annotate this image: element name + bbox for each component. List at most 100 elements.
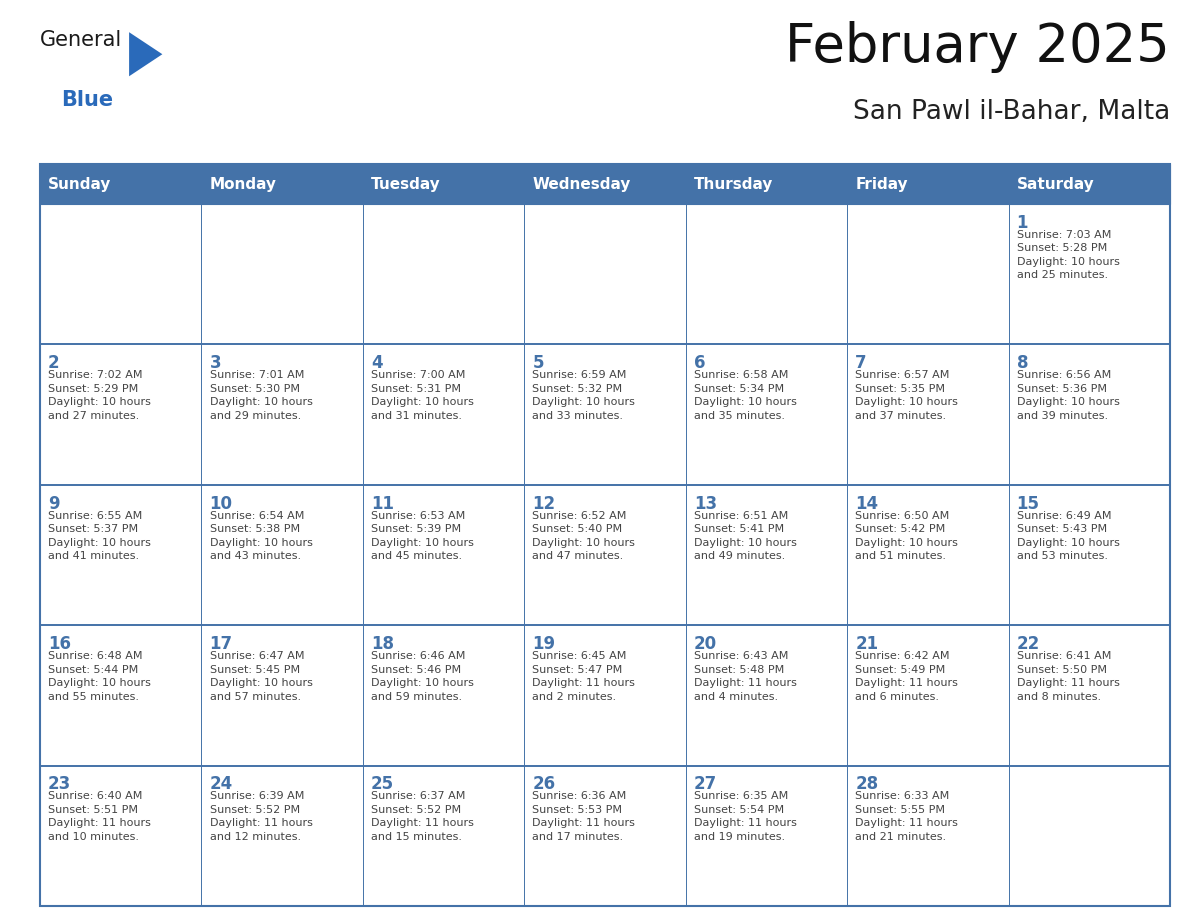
Text: Sunrise: 6:42 AM: Sunrise: 6:42 AM: [855, 651, 949, 661]
Text: Thursday: Thursday: [694, 176, 773, 192]
Text: 22: 22: [1017, 635, 1040, 653]
Bar: [202, 766, 362, 906]
Text: and 2 minutes.: and 2 minutes.: [532, 691, 617, 701]
Text: General: General: [40, 30, 122, 50]
Text: Sunset: 5:41 PM: Sunset: 5:41 PM: [694, 524, 784, 534]
Text: Saturday: Saturday: [1017, 176, 1094, 192]
Text: and 6 minutes.: and 6 minutes.: [855, 691, 940, 701]
Text: Daylight: 10 hours: Daylight: 10 hours: [532, 538, 636, 548]
Bar: [202, 485, 362, 625]
Text: Sunrise: 6:50 AM: Sunrise: 6:50 AM: [855, 510, 949, 521]
Text: Daylight: 10 hours: Daylight: 10 hours: [532, 397, 636, 408]
Text: Sunrise: 6:46 AM: Sunrise: 6:46 AM: [371, 651, 466, 661]
Text: 9: 9: [48, 495, 59, 512]
Bar: [362, 344, 524, 485]
Text: Sunset: 5:48 PM: Sunset: 5:48 PM: [694, 665, 784, 675]
Bar: [524, 766, 685, 906]
Bar: [685, 204, 847, 344]
Text: Daylight: 10 hours: Daylight: 10 hours: [694, 538, 797, 548]
Text: 5: 5: [532, 354, 544, 372]
Text: Daylight: 10 hours: Daylight: 10 hours: [1017, 257, 1119, 267]
Text: Daylight: 11 hours: Daylight: 11 hours: [694, 678, 797, 688]
Text: and 59 minutes.: and 59 minutes.: [371, 691, 462, 701]
Bar: [685, 766, 847, 906]
Bar: [40, 164, 1170, 204]
Bar: [847, 766, 1009, 906]
Text: 6: 6: [694, 354, 706, 372]
Bar: [40, 344, 202, 485]
Polygon shape: [129, 32, 163, 76]
Text: Sunrise: 6:36 AM: Sunrise: 6:36 AM: [532, 791, 626, 801]
Text: Sunrise: 6:45 AM: Sunrise: 6:45 AM: [532, 651, 627, 661]
Text: Daylight: 10 hours: Daylight: 10 hours: [855, 538, 958, 548]
Bar: [40, 485, 202, 625]
Text: and 53 minutes.: and 53 minutes.: [1017, 551, 1107, 561]
Bar: [40, 766, 202, 906]
Text: Sunrise: 6:53 AM: Sunrise: 6:53 AM: [371, 510, 466, 521]
Text: Sunrise: 6:49 AM: Sunrise: 6:49 AM: [1017, 510, 1111, 521]
Text: Friday: Friday: [855, 176, 908, 192]
Text: Daylight: 11 hours: Daylight: 11 hours: [855, 678, 958, 688]
Text: 17: 17: [209, 635, 233, 653]
Text: Daylight: 11 hours: Daylight: 11 hours: [532, 678, 636, 688]
Text: Sunrise: 6:56 AM: Sunrise: 6:56 AM: [1017, 370, 1111, 380]
Text: 24: 24: [209, 776, 233, 793]
Text: Sunset: 5:35 PM: Sunset: 5:35 PM: [855, 384, 946, 394]
Text: Daylight: 11 hours: Daylight: 11 hours: [532, 819, 636, 828]
Bar: [362, 204, 524, 344]
Text: Sunrise: 6:57 AM: Sunrise: 6:57 AM: [855, 370, 949, 380]
Bar: [524, 344, 685, 485]
Text: 4: 4: [371, 354, 383, 372]
Text: 11: 11: [371, 495, 394, 512]
Text: and 27 minutes.: and 27 minutes.: [48, 410, 139, 420]
Bar: [685, 625, 847, 766]
Text: and 25 minutes.: and 25 minutes.: [1017, 270, 1107, 280]
Text: Sunrise: 6:47 AM: Sunrise: 6:47 AM: [209, 651, 304, 661]
Text: Sunrise: 7:02 AM: Sunrise: 7:02 AM: [48, 370, 143, 380]
Bar: [685, 485, 847, 625]
Text: Blue: Blue: [62, 90, 114, 110]
Text: Sunset: 5:28 PM: Sunset: 5:28 PM: [1017, 243, 1107, 253]
Text: and 43 minutes.: and 43 minutes.: [209, 551, 301, 561]
Bar: [40, 164, 1170, 906]
Text: Sunset: 5:52 PM: Sunset: 5:52 PM: [371, 805, 461, 815]
Text: Daylight: 10 hours: Daylight: 10 hours: [371, 678, 474, 688]
Text: Daylight: 10 hours: Daylight: 10 hours: [1017, 538, 1119, 548]
Text: Sunday: Sunday: [48, 176, 112, 192]
Bar: [524, 625, 685, 766]
Text: and 51 minutes.: and 51 minutes.: [855, 551, 946, 561]
Bar: [40, 625, 202, 766]
Text: and 8 minutes.: and 8 minutes.: [1017, 691, 1101, 701]
Text: Sunset: 5:43 PM: Sunset: 5:43 PM: [1017, 524, 1107, 534]
Bar: [202, 344, 362, 485]
Text: 26: 26: [532, 776, 556, 793]
Text: Monday: Monday: [209, 176, 277, 192]
Text: 12: 12: [532, 495, 556, 512]
Text: Sunset: 5:54 PM: Sunset: 5:54 PM: [694, 805, 784, 815]
Text: 2: 2: [48, 354, 59, 372]
Text: Sunset: 5:47 PM: Sunset: 5:47 PM: [532, 665, 623, 675]
Text: Sunset: 5:50 PM: Sunset: 5:50 PM: [1017, 665, 1107, 675]
Bar: [847, 485, 1009, 625]
Text: Sunrise: 6:59 AM: Sunrise: 6:59 AM: [532, 370, 627, 380]
Text: Daylight: 10 hours: Daylight: 10 hours: [48, 678, 151, 688]
Text: Sunrise: 7:01 AM: Sunrise: 7:01 AM: [209, 370, 304, 380]
Text: and 21 minutes.: and 21 minutes.: [855, 832, 947, 842]
Text: Sunrise: 6:41 AM: Sunrise: 6:41 AM: [1017, 651, 1111, 661]
Text: 23: 23: [48, 776, 71, 793]
Text: Sunset: 5:44 PM: Sunset: 5:44 PM: [48, 665, 138, 675]
Text: Sunset: 5:37 PM: Sunset: 5:37 PM: [48, 524, 138, 534]
Text: Sunset: 5:38 PM: Sunset: 5:38 PM: [209, 524, 299, 534]
Bar: [362, 625, 524, 766]
Text: Daylight: 11 hours: Daylight: 11 hours: [209, 819, 312, 828]
Text: 7: 7: [855, 354, 867, 372]
Text: 21: 21: [855, 635, 878, 653]
Text: Sunset: 5:40 PM: Sunset: 5:40 PM: [532, 524, 623, 534]
Text: Sunset: 5:31 PM: Sunset: 5:31 PM: [371, 384, 461, 394]
Text: Sunset: 5:52 PM: Sunset: 5:52 PM: [209, 805, 299, 815]
Text: 25: 25: [371, 776, 394, 793]
Text: Sunset: 5:32 PM: Sunset: 5:32 PM: [532, 384, 623, 394]
Text: Sunset: 5:49 PM: Sunset: 5:49 PM: [855, 665, 946, 675]
Text: and 45 minutes.: and 45 minutes.: [371, 551, 462, 561]
Text: Sunset: 5:29 PM: Sunset: 5:29 PM: [48, 384, 138, 394]
